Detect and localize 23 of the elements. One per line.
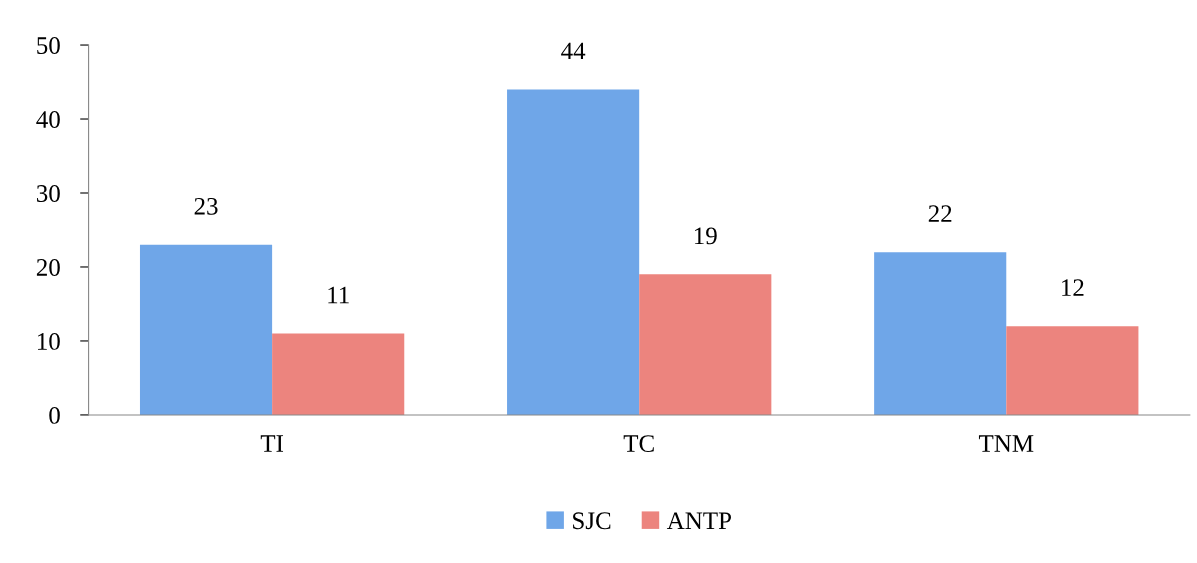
- bar: [139, 244, 273, 415]
- y-tick-label: 0: [49, 406, 60, 424]
- data-label: 23: [194, 197, 218, 215]
- x-tick-label: TNM: [978, 435, 1034, 452]
- y-tick-label: 50: [37, 37, 60, 54]
- legend-label: ANTP: [666, 512, 731, 529]
- bar: [272, 333, 405, 415]
- bar: [639, 274, 772, 415]
- y-tick-label: 20: [36, 259, 60, 276]
- legend-label: SJC: [573, 512, 611, 530]
- x-tick-label: TC: [623, 435, 654, 452]
- y-tick-label: 30: [37, 185, 60, 202]
- bar: [874, 252, 1007, 415]
- bar: [507, 89, 640, 415]
- data-label: 22: [928, 205, 952, 222]
- data-label: 19: [694, 227, 717, 245]
- data-label: 12: [1062, 279, 1084, 296]
- x-tick-label: TI: [260, 435, 284, 452]
- data-label: 44: [561, 42, 586, 60]
- y-tick-label: 40: [36, 111, 60, 128]
- bar: [1006, 326, 1139, 415]
- data-label: 11: [328, 286, 349, 304]
- y-tick-label: 10: [38, 333, 60, 350]
